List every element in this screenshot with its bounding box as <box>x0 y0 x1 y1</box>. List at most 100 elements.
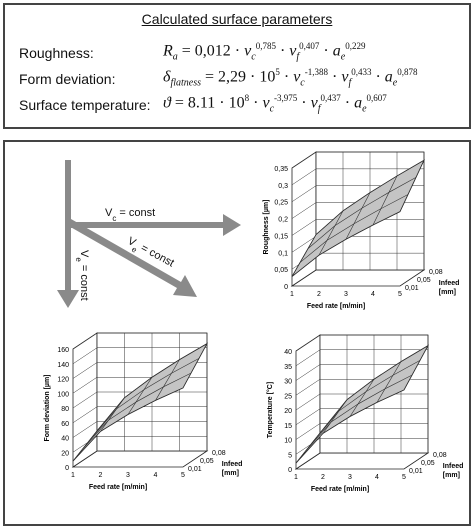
z-tick-label: 0,01 <box>409 468 423 475</box>
y-tick-label: 140 <box>57 362 69 369</box>
y-tick-label: 40 <box>284 349 292 356</box>
surface-mesh-line <box>403 345 429 391</box>
y-tick-label: 30 <box>284 379 292 386</box>
z-axis-label: Infeed <box>439 280 460 287</box>
z-tick-label: 0,01 <box>405 285 419 292</box>
surface-mesh-line <box>295 389 405 464</box>
grid-line <box>295 408 428 425</box>
x-tick-label: 3 <box>126 472 130 479</box>
surface-mesh-line <box>315 160 425 235</box>
ve-const-label-vertical: Ve = const <box>75 250 91 301</box>
grid-line <box>295 423 428 440</box>
x-tick-label: 1 <box>294 474 298 481</box>
form-deviation-formula: δflatness = 2,29 · 105 · vc-1,388 · vf0,… <box>163 67 418 89</box>
y-tick-label: 120 <box>57 377 69 384</box>
vc-const-label: Vc = const <box>105 207 155 223</box>
surface-mesh-line <box>96 343 208 432</box>
y-tick-label: 100 <box>57 391 69 398</box>
z-tick-label: 0,08 <box>433 452 447 459</box>
x-axis-label: Feed rate [m/min] <box>311 486 369 493</box>
x-tick-label: 4 <box>375 474 379 481</box>
grid-line <box>291 269 424 287</box>
surface-mesh-line <box>307 177 417 249</box>
vertical-arrow <box>57 160 79 308</box>
x-tick-label: 2 <box>321 474 325 481</box>
x-tick-label: 4 <box>154 472 158 479</box>
z-tick-label: 0,08 <box>429 269 443 276</box>
x-tick-label: 3 <box>348 474 352 481</box>
grid-line <box>291 219 424 236</box>
x-tick-label: 5 <box>398 291 402 298</box>
form-deviation-label: Form deviation: <box>19 71 116 87</box>
direction-arrows: Vc = const Ve = const Ve = const <box>57 160 241 308</box>
y-tick-label: 20 <box>284 408 292 415</box>
z-tick-label: 0,05 <box>417 277 431 284</box>
surface-mesh-line <box>127 377 153 415</box>
surface-mesh-line <box>311 360 421 444</box>
grid-line <box>72 436 207 453</box>
surface-mesh-line <box>299 194 409 263</box>
y-tick-label: 40 <box>61 436 69 443</box>
surface-mesh-line <box>376 361 402 403</box>
x-tick-label: 1 <box>290 291 294 298</box>
y-tick-label: 35 <box>284 364 292 371</box>
diagonal-arrow <box>67 219 197 297</box>
y-tick-label: 10 <box>284 438 292 445</box>
form-deviation-chart: 0 20 40 60 80 100 120 140 160 1 2 3 4 50,010,050,08 Fe… <box>44 332 243 491</box>
grid-line <box>72 406 207 423</box>
x-tick-label: 2 <box>99 472 103 479</box>
z-tick-label: 0,01 <box>188 466 202 473</box>
y-tick-label: 0,3 <box>278 183 288 190</box>
y-tick-label: 0 <box>65 465 69 472</box>
grid-line <box>72 347 207 364</box>
grid-line <box>72 450 207 468</box>
surface-mesh-line <box>318 210 344 256</box>
surface-mesh-line <box>345 192 371 240</box>
grid-line <box>72 362 207 379</box>
formula-panel: Calculated surface parameters Roughness:… <box>3 3 471 129</box>
roughness-chart: 00,050,10,150,20,250,30,351 2 3 4 50,010,050… <box>263 151 460 310</box>
plots-panel: Vc = const Ve = const Ve = const 0 0,05 0,… <box>3 140 471 526</box>
x-tick-label: 4 <box>371 291 375 298</box>
z-axis-unit: [mm] <box>443 472 460 479</box>
horizontal-arrow <box>68 214 241 236</box>
surface-mesh-line <box>182 343 208 389</box>
surface-mesh-line <box>399 160 425 212</box>
y-tick-label: 0,15 <box>274 233 288 240</box>
grid-line <box>72 421 207 438</box>
z-axis-unit: [mm] <box>439 289 456 296</box>
y-tick-label: 0,1 <box>278 250 288 257</box>
surface-mesh-line <box>349 379 375 417</box>
y-axis-label: Roughness [µm] <box>263 200 270 255</box>
y-tick-label: 5 <box>288 452 292 459</box>
z-axis-label: Infeed <box>222 461 243 468</box>
y-axis-label: Form deviation [µm] <box>44 374 51 441</box>
z-tick-label: 0,08 <box>212 450 226 457</box>
x-tick-label: 3 <box>344 291 348 298</box>
y-tick-label: 60 <box>61 421 69 428</box>
surface-mesh-line <box>80 372 192 452</box>
surface-mesh-line <box>72 387 184 462</box>
y-tick-label: 0,35 <box>274 166 288 173</box>
grid-line <box>295 438 428 455</box>
surface-mesh-line <box>88 358 200 442</box>
surface-temperature-formula: ϑ = 8.11 · 108 · vc-3,975 · vf0,437 · ae… <box>163 93 387 115</box>
surface-mesh-line <box>372 175 398 226</box>
z-axis-unit: [mm] <box>222 470 239 477</box>
y-tick-label: 25 <box>284 393 292 400</box>
y-tick-label: 160 <box>57 347 69 354</box>
grid-line <box>291 151 424 169</box>
surface-mesh-line <box>155 359 180 401</box>
y-tick-label: 0,2 <box>278 217 288 224</box>
surface-mesh-line <box>291 211 401 277</box>
grid-line <box>72 332 207 350</box>
panel-title: Calculated surface parameters <box>141 11 333 27</box>
x-tick-label: 2 <box>317 291 321 298</box>
y-tick-label: 0,05 <box>274 267 288 274</box>
surface-mesh-line <box>100 397 125 432</box>
surface-mesh-line <box>319 345 429 434</box>
surface-mesh-line <box>303 374 413 454</box>
z-axis-label: Infeed <box>443 463 464 470</box>
roughness-label: Roughness: <box>19 45 94 61</box>
